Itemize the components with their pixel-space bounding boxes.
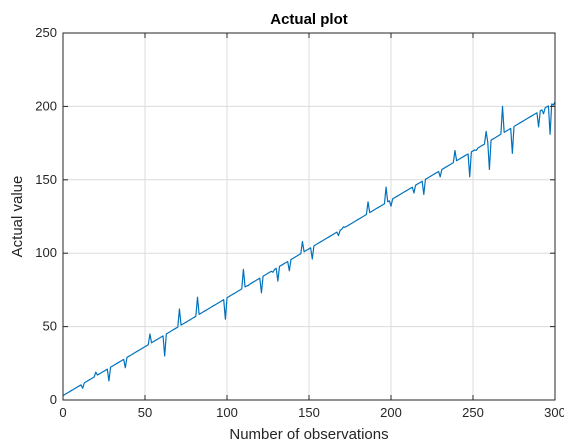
tick-layer: 0 50 100 150 200 250 300 0 50 100 150 200 250 (35, 25, 564, 420)
y-tick-label: 150 (35, 172, 57, 187)
y-tick-label: 100 (35, 245, 57, 260)
y-tick-label: 50 (43, 319, 57, 334)
series-layer (62, 101, 556, 397)
x-tick-label: 300 (544, 405, 564, 420)
y-tick-label: 200 (35, 98, 57, 113)
x-tick-label: 100 (216, 405, 238, 420)
x-tick-label: 50 (138, 405, 152, 420)
y-tick-label: 250 (35, 25, 57, 40)
x-tick-label: 0 (59, 405, 66, 420)
x-tick-label: 150 (298, 405, 320, 420)
x-tick-label: 200 (380, 405, 402, 420)
y-tick-label: 0 (50, 392, 57, 407)
chart-title: Actual plot (270, 11, 348, 28)
x-axis-label: Number of observations (229, 426, 388, 443)
y-axis-label: Actual value (9, 176, 26, 258)
x-tick-label: 250 (462, 405, 484, 420)
series-line (62, 101, 556, 397)
